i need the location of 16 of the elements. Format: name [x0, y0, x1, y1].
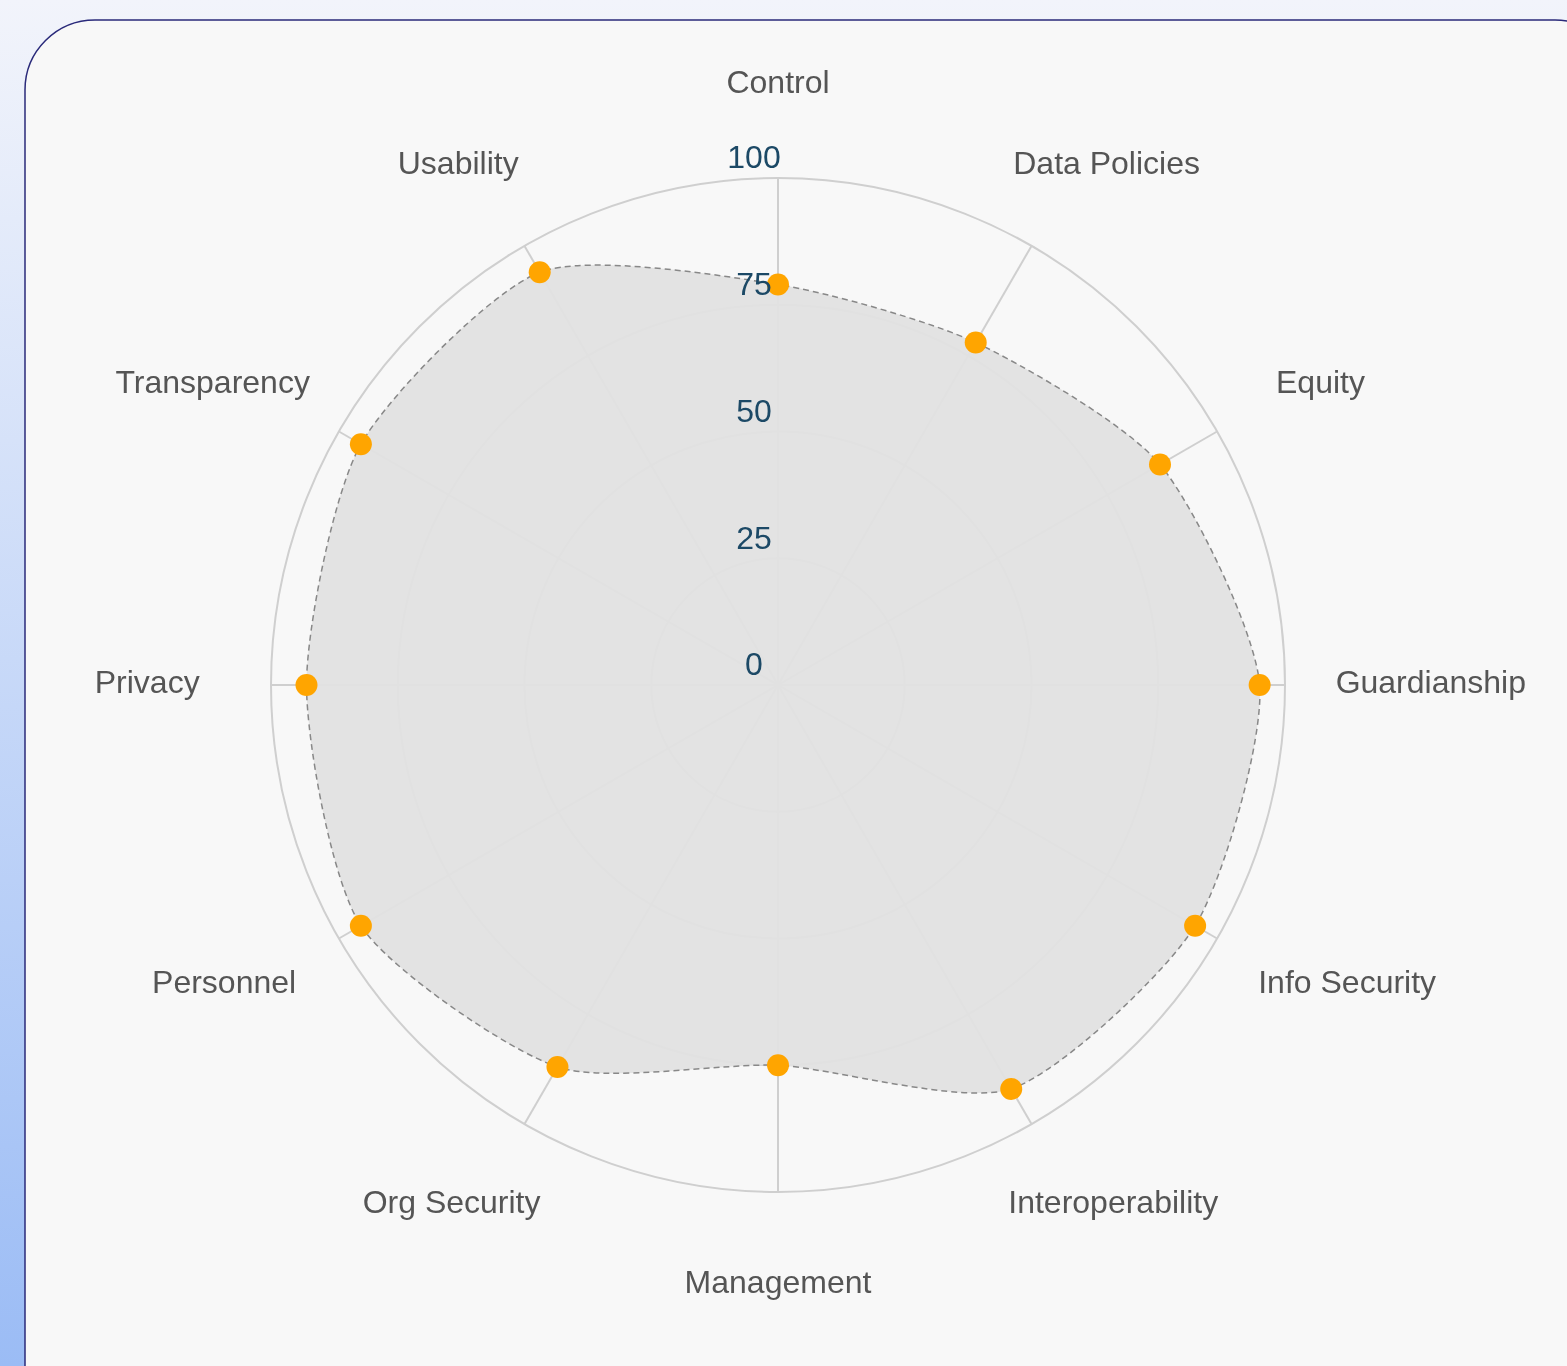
spoke-label: Transparency	[115, 364, 310, 401]
y-tick-label: 100	[727, 139, 781, 176]
spoke-label: Interoperability	[1008, 1184, 1219, 1221]
y-tick-label: 25	[736, 519, 772, 556]
spoke-label: Equity	[1276, 364, 1365, 401]
spoke-label: Info Security	[1258, 964, 1437, 1001]
y-tick-label: 0	[745, 646, 763, 683]
spoke-label: Privacy	[94, 664, 200, 701]
spoke-label: Data Policies	[1013, 144, 1200, 181]
spoke-label: Management	[684, 1264, 872, 1301]
y-tick-label: 50	[736, 392, 772, 429]
spoke-label: Control	[726, 64, 830, 101]
spoke-label: Personnel	[152, 964, 297, 1001]
spoke-label: Usability	[397, 144, 519, 181]
spoke-label: Org Security	[362, 1184, 541, 1221]
spoke-label: Guardianship	[1335, 664, 1526, 701]
